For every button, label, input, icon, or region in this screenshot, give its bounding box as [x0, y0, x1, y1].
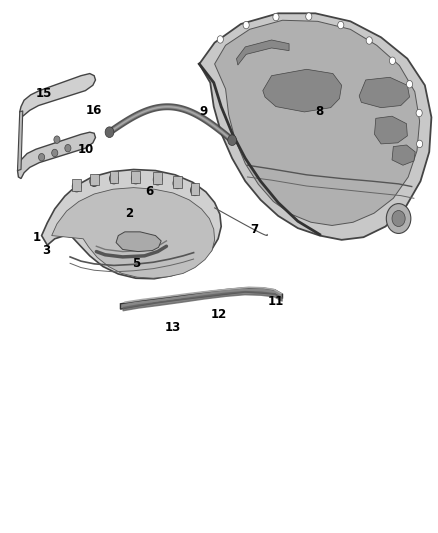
Text: 5: 5 — [132, 257, 140, 270]
Bar — [153, 172, 162, 184]
Circle shape — [417, 140, 423, 148]
Circle shape — [110, 173, 118, 184]
Text: 15: 15 — [35, 87, 52, 100]
Polygon shape — [18, 132, 95, 179]
Circle shape — [65, 144, 71, 152]
Circle shape — [406, 80, 413, 88]
Circle shape — [72, 181, 81, 192]
Text: 12: 12 — [211, 308, 227, 321]
Circle shape — [366, 37, 372, 44]
Circle shape — [191, 185, 199, 196]
Circle shape — [338, 21, 344, 29]
Bar — [72, 179, 81, 191]
Circle shape — [306, 13, 312, 20]
Text: 9: 9 — [200, 106, 208, 118]
Bar — [110, 171, 118, 183]
Polygon shape — [359, 77, 410, 108]
Circle shape — [90, 176, 99, 187]
Bar — [173, 176, 182, 188]
Text: 13: 13 — [165, 321, 181, 334]
Circle shape — [131, 173, 140, 184]
Polygon shape — [116, 232, 161, 252]
Polygon shape — [392, 145, 415, 165]
Circle shape — [54, 136, 60, 143]
Circle shape — [39, 154, 45, 161]
Circle shape — [217, 36, 223, 43]
Polygon shape — [374, 116, 407, 144]
Circle shape — [273, 13, 279, 21]
Circle shape — [105, 127, 114, 138]
Circle shape — [386, 204, 411, 233]
Polygon shape — [120, 288, 283, 309]
Text: 10: 10 — [77, 143, 94, 156]
Circle shape — [243, 21, 249, 29]
Text: 8: 8 — [316, 106, 324, 118]
Polygon shape — [42, 169, 221, 279]
Polygon shape — [18, 111, 23, 171]
Text: 1: 1 — [33, 231, 41, 244]
Text: 7: 7 — [250, 223, 258, 236]
Text: 11: 11 — [268, 295, 284, 308]
Polygon shape — [52, 188, 215, 278]
Text: 3: 3 — [42, 244, 50, 257]
Polygon shape — [237, 40, 289, 65]
Text: 2: 2 — [125, 207, 133, 220]
Circle shape — [52, 149, 58, 157]
Polygon shape — [215, 20, 420, 225]
Bar — [90, 174, 99, 185]
Circle shape — [153, 174, 162, 185]
Circle shape — [173, 178, 182, 189]
Text: 6: 6 — [145, 185, 153, 198]
Polygon shape — [20, 74, 95, 116]
Circle shape — [389, 57, 396, 64]
Circle shape — [228, 135, 237, 146]
Circle shape — [416, 109, 422, 117]
Polygon shape — [199, 13, 431, 240]
Polygon shape — [263, 69, 342, 112]
Circle shape — [392, 211, 405, 227]
Text: 16: 16 — [86, 104, 102, 117]
Bar — [191, 183, 199, 195]
Bar — [131, 171, 140, 183]
